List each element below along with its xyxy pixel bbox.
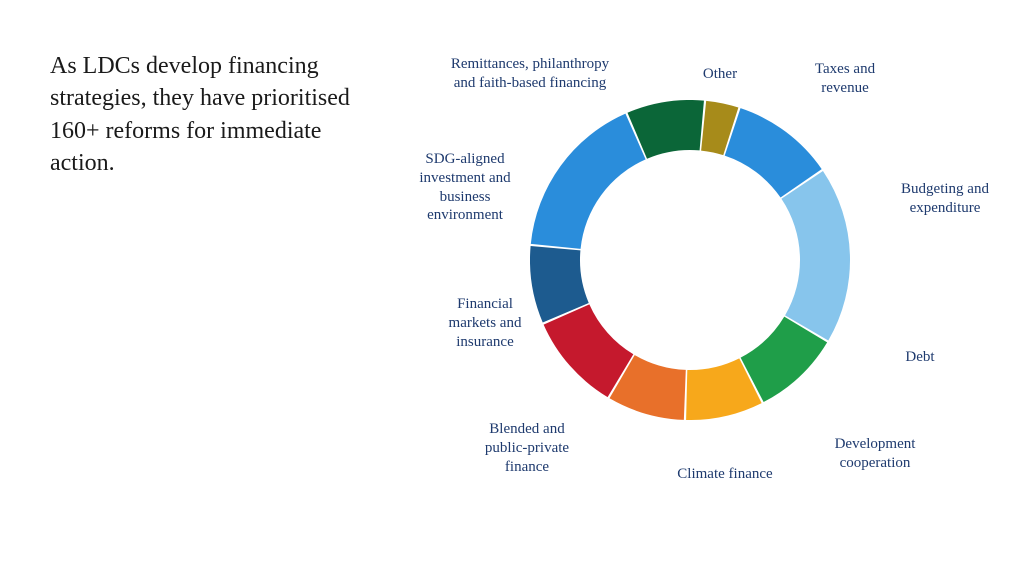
segment-label: Blended and public-private finance bbox=[452, 420, 602, 476]
donut-chart: Taxes and revenueBudgeting and expenditu… bbox=[380, 20, 1000, 560]
donut-svg bbox=[530, 100, 850, 420]
segment-label: Remittances, philanthropy and faith-base… bbox=[400, 55, 660, 93]
segment-label: Development cooperation bbox=[810, 435, 940, 473]
donut-segment bbox=[781, 171, 850, 340]
segment-label: SDG-aligned investment and business envi… bbox=[390, 150, 540, 225]
segment-label: Climate finance bbox=[655, 465, 795, 484]
page: As LDCs develop financing strategies, th… bbox=[0, 0, 1024, 576]
segment-label: Taxes and revenue bbox=[785, 60, 905, 98]
page-title: As LDCs develop financing strategies, th… bbox=[50, 50, 370, 180]
segment-label: Debt bbox=[880, 348, 960, 367]
segment-label: Financial markets and insurance bbox=[420, 295, 550, 351]
segment-label: Other bbox=[680, 65, 760, 84]
segment-label: Budgeting and expenditure bbox=[870, 180, 1020, 218]
donut-segment bbox=[531, 114, 646, 249]
